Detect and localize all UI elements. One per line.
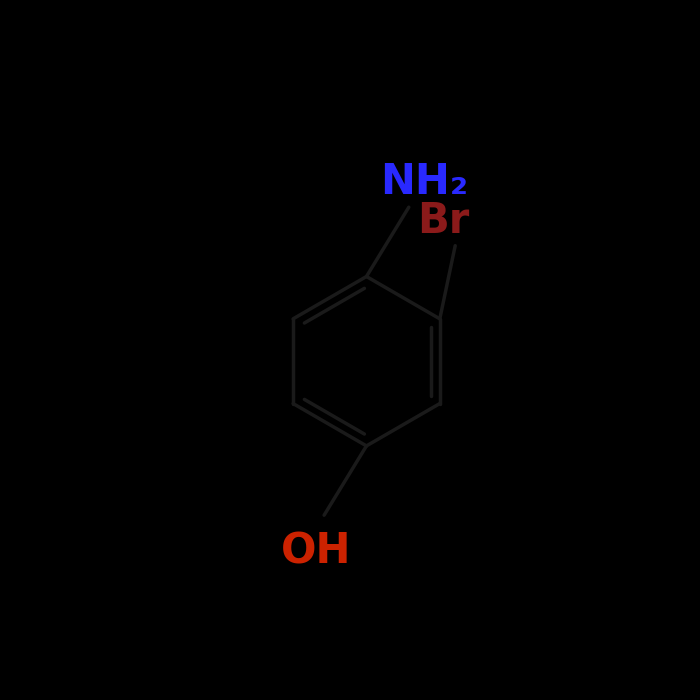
Text: Br: Br <box>417 200 470 242</box>
Text: NH₂: NH₂ <box>380 162 468 203</box>
Text: OH: OH <box>281 531 351 573</box>
